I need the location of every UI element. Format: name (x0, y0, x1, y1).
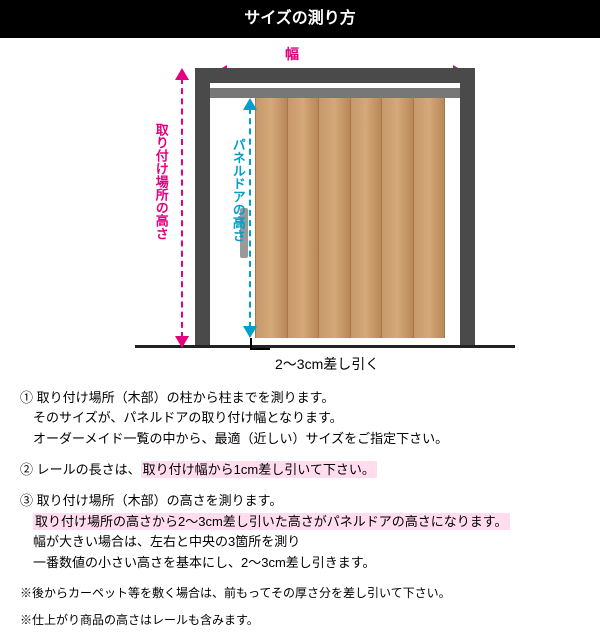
instr-text: 一番数値の小さい高さを基本にし、2〜3cm差し引きます。 (33, 555, 376, 570)
header-title: サイズの測り方 (244, 10, 356, 27)
gap-bracket (250, 338, 270, 350)
instr-text: オーダーメイド一覧の中から、最適（近しい）サイズをご指定下さい。 (33, 431, 448, 446)
install-height-label: 取り付け場所の高さ (150, 123, 171, 240)
instr-num: ③ (20, 493, 33, 508)
header-bar: サイズの測り方 (0, 0, 600, 38)
instr-highlight: 取り付け幅から1cm差し引いて下さい。 (141, 461, 377, 478)
rail (210, 88, 460, 98)
panel-height-arrow (243, 98, 257, 338)
instr-num: ② (20, 462, 33, 477)
floor-line (135, 345, 515, 348)
instruction-1: ① 取り付け場所（木部）の柱から柱までを測ります。 そのサイズが、パネルドアの取… (20, 388, 580, 450)
instr-text: レールの長さは、 (37, 462, 141, 477)
instr-num: ① (20, 390, 33, 405)
instruction-2: ② レールの長さは、取り付け幅から1cm差し引いて下さい。 (20, 460, 580, 481)
footnote-2: ※仕上がり商品の高さはレールも含みます。 (20, 611, 580, 630)
install-height-arrow (175, 68, 189, 348)
footnote-1: ※後からカーペット等を敷く場合は、前もってその厚さ分を差し引いて下さい。 (20, 584, 580, 603)
gap-label: 2〜3cm差し引く (275, 353, 379, 375)
instr-text: そのサイズが、パネルドアの取り付け幅となります。 (33, 410, 343, 425)
door-slats (255, 98, 445, 338)
instr-highlight: 取り付け場所の高さから2〜3cm差し引いた高さがパネルドアの高さになります。 (33, 513, 510, 530)
instr-text: 幅が大きい場合は、左右と中央の3箇所を測り (33, 534, 300, 549)
instruction-3: ③ 取り付け場所（木部）の高さを測ります。 取り付け場所の高さから2〜3cm差し… (20, 491, 580, 574)
instr-text: 取り付け場所（木部）の高さを測ります。 (37, 493, 283, 508)
instr-text: 取り付け場所（木部）の柱から柱までを測ります。 (37, 390, 335, 405)
instructions: ① 取り付け場所（木部）の柱から柱までを測ります。 そのサイズが、パネルドアの取… (0, 388, 600, 640)
diagram: 幅 パネルドアの高さ 取り付け場所の高さ 2〜3cm差し引く (75, 58, 525, 378)
